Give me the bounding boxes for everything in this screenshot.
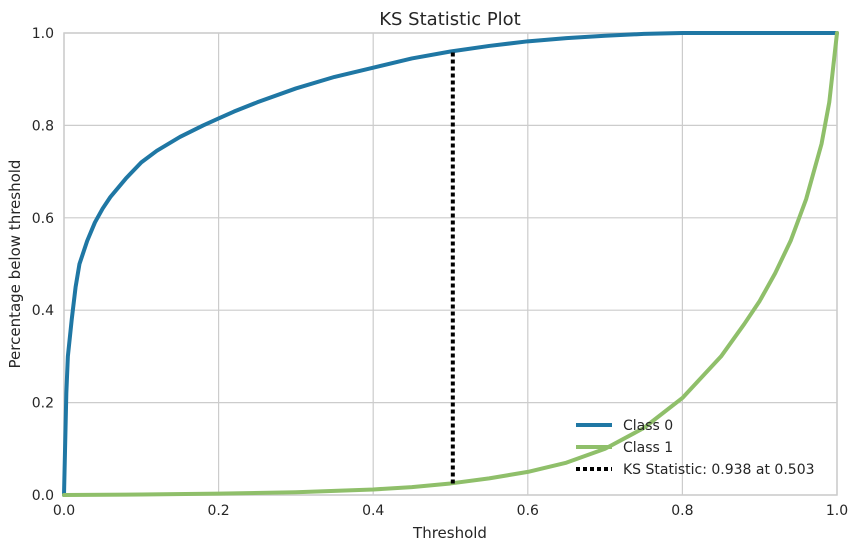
- x-tick-label: 1.0: [826, 503, 848, 519]
- x-tick-label: 0.8: [671, 503, 693, 519]
- x-tick-label: 0.2: [207, 503, 229, 519]
- grid: [63, 32, 838, 496]
- chart-title: KS Statistic Plot: [379, 9, 521, 30]
- series-line-class-0: [62, 31, 839, 497]
- x-tick-label: 0.4: [362, 503, 384, 519]
- legend-label-ks-statistic: KS Statistic: 0.938 at 0.503: [623, 462, 815, 478]
- x-tick-label: 0.0: [53, 503, 75, 519]
- legend-label-class-0: Class 0: [623, 418, 673, 434]
- y-tick-label: 0.2: [32, 396, 54, 412]
- legend: Class 0 Class 1 KS Statistic: 0.938 at 0…: [576, 418, 815, 478]
- y-axis-label: Percentage below threshold: [6, 160, 24, 369]
- series-line-class-1: [62, 31, 839, 497]
- x-tick-label: 0.6: [517, 503, 539, 519]
- y-tick-label: 0.8: [32, 118, 54, 134]
- y-tick-label: 0.0: [32, 488, 54, 504]
- y-tick-label: 0.4: [32, 303, 54, 319]
- series-layer: [62, 31, 839, 497]
- tick-labels: 0.0 0.2 0.4 0.6 0.8 1.0 0.0 0.2 0.4 0.6 0.8 1.0: [32, 26, 848, 519]
- legend-label-class-1: Class 1: [623, 440, 673, 456]
- y-tick-label: 1.0: [32, 26, 54, 42]
- plot-frame: [63, 32, 838, 496]
- x-axis-label: Threshold: [412, 524, 487, 542]
- y-tick-label: 0.6: [32, 211, 54, 227]
